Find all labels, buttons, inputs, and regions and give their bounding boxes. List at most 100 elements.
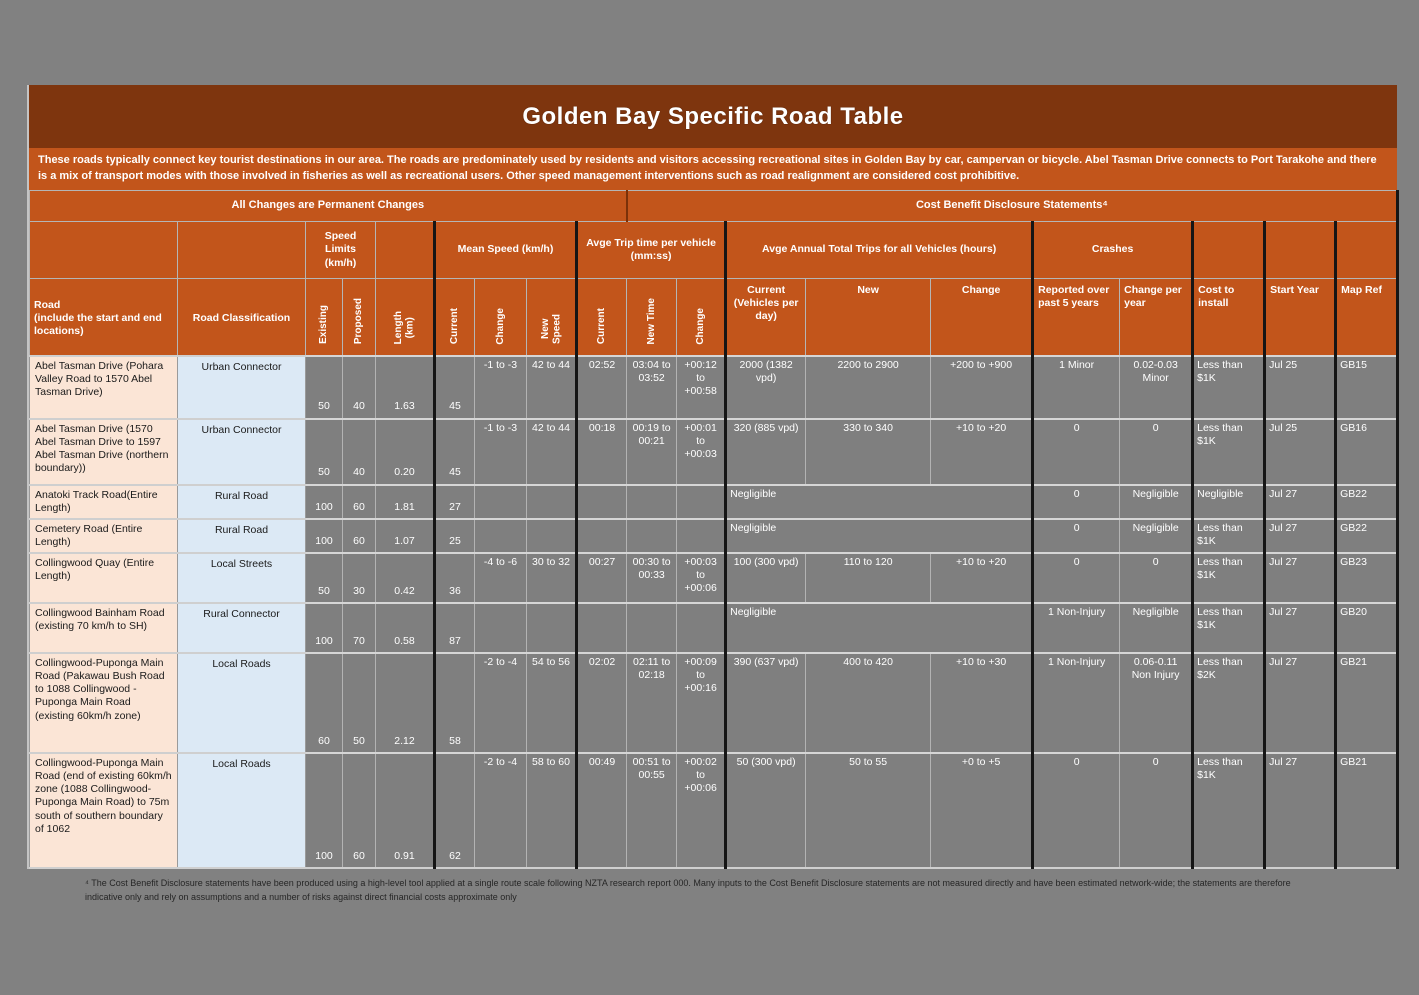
cell-trips-current: 100 (300 vpd) bbox=[724, 552, 807, 604]
cell-start-year: Jul 25 bbox=[1263, 354, 1337, 419]
cell-trips-change: +10 to +20 bbox=[930, 417, 1034, 485]
cell-proposed: 40 bbox=[342, 354, 376, 419]
cell-mean-speed-current: 27 bbox=[433, 483, 475, 520]
column-header-trip-current: Current bbox=[574, 278, 628, 356]
cell-trips-change: +0 to +5 bbox=[930, 752, 1034, 869]
cell-trip-current: 00:18 bbox=[574, 417, 628, 485]
cell-trips-new: 2200 to 2900 bbox=[805, 354, 932, 419]
group-header-blank-start-year bbox=[1263, 221, 1337, 279]
cell-crash-change: 0 bbox=[1119, 417, 1194, 485]
cell-new-time: 00:30 to 00:33 bbox=[626, 552, 678, 604]
column-header-road: Road (include the start and end location… bbox=[29, 278, 178, 356]
cell-proposed: 40 bbox=[342, 417, 376, 485]
cell-trips-new: 330 to 340 bbox=[805, 417, 932, 485]
footnote: ⁴ The Cost Benefit Disclosure statements… bbox=[85, 878, 1291, 903]
group-header-blank-map-ref bbox=[1334, 221, 1399, 279]
group-header-crashes: Crashes bbox=[1031, 221, 1194, 279]
cell-road: Cemetery Road (Entire Length) bbox=[29, 517, 178, 554]
cell-crash-reported: 1 Minor bbox=[1031, 354, 1121, 419]
cell-mean-speed-current: 36 bbox=[433, 552, 475, 604]
cell-crash-change: 0 bbox=[1119, 752, 1194, 869]
group-header-total-trips: Avge Annual Total Trips for all Vehicles… bbox=[724, 221, 1034, 279]
cell-trip-change: +00:02 to +00:06 bbox=[676, 752, 727, 869]
cell-length: 0.42 bbox=[375, 552, 435, 604]
cell-trips-new: 50 to 55 bbox=[805, 752, 932, 869]
column-header-trip-change-label: Change bbox=[694, 307, 706, 345]
cell-trip-change: +00:12 to +00:58 bbox=[676, 354, 727, 419]
cell-trips-change: +200 to +900 bbox=[930, 354, 1034, 419]
cell-map-ref: GB23 bbox=[1334, 552, 1399, 604]
table-row: Collingwood-Puponga Main Road (end of ex… bbox=[29, 752, 1399, 869]
cell-classification: Local Streets bbox=[177, 552, 306, 604]
cell-new-time bbox=[626, 602, 678, 654]
cell-road: Collingwood-Puponga Main Road (end of ex… bbox=[29, 752, 178, 869]
cell-start-year: Jul 27 bbox=[1263, 483, 1337, 520]
column-header-crash-reported: Reported over past 5 years bbox=[1031, 278, 1121, 356]
column-header-proposed: Proposed bbox=[342, 278, 376, 356]
cell-new-time: 02:11 to 02:18 bbox=[626, 652, 678, 754]
cell-length: 2.12 bbox=[375, 652, 435, 754]
cell-trips-negligible: Negligible bbox=[724, 517, 1034, 554]
cell-existing: 100 bbox=[305, 517, 343, 554]
column-header-new-speed: New Speed bbox=[526, 278, 577, 356]
cell-trips-current: 50 (300 vpd) bbox=[724, 752, 807, 869]
cell-trips-change: +10 to +20 bbox=[930, 552, 1034, 604]
cell-length: 1.07 bbox=[375, 517, 435, 554]
cell-new-speed bbox=[526, 483, 577, 520]
cell-classification: Rural Connector bbox=[177, 602, 306, 654]
cell-start-year: Jul 27 bbox=[1263, 602, 1337, 654]
cell-classification: Urban Connector bbox=[177, 354, 306, 419]
cell-classification: Local Roads bbox=[177, 652, 306, 754]
cell-crash-change: Negligible bbox=[1119, 483, 1194, 520]
cell-new-time: 00:19 to 00:21 bbox=[626, 417, 678, 485]
cell-trips-current: 320 (885 vpd) bbox=[724, 417, 807, 485]
column-header-mean-speed-change: Change bbox=[474, 278, 527, 356]
cell-start-year: Jul 27 bbox=[1263, 752, 1337, 869]
column-header-existing: Existing bbox=[305, 278, 343, 356]
cell-crash-change: 0 bbox=[1119, 552, 1194, 604]
group-header-blank-cost bbox=[1191, 221, 1266, 279]
cell-mean-speed-current: 25 bbox=[433, 517, 475, 554]
section-header-permanent-changes: All Changes are Permanent Changes bbox=[28, 190, 628, 222]
cell-existing: 100 bbox=[305, 483, 343, 520]
cell-mean-speed-change bbox=[474, 517, 527, 554]
column-header-proposed-label: Proposed bbox=[353, 298, 365, 345]
column-header-trips-new: New bbox=[805, 278, 932, 356]
column-header-mean-speed-change-label: Change bbox=[494, 307, 506, 345]
cell-start-year: Jul 25 bbox=[1263, 417, 1337, 485]
cell-trips-current: 2000 (1382 vpd) bbox=[724, 354, 807, 419]
column-header-row: Road (include the start and end location… bbox=[29, 278, 1399, 356]
cell-cost: Negligible bbox=[1191, 483, 1266, 520]
group-header-blank-road bbox=[29, 221, 178, 279]
group-header-trip-time: Avge Trip time per vehicle (mm:ss) bbox=[574, 221, 727, 279]
cell-trips-negligible: Negligible bbox=[724, 483, 1034, 520]
column-header-existing-label: Existing bbox=[318, 305, 330, 345]
column-header-new-speed-label: New Speed bbox=[539, 314, 563, 345]
cell-trip-change: +00:03 to +00:06 bbox=[676, 552, 727, 604]
cell-crash-change: 0.06-0.11 Non Injury bbox=[1119, 652, 1194, 754]
cell-trips-change: +10 to +30 bbox=[930, 652, 1034, 754]
cell-mean-speed-change: -2 to -4 bbox=[474, 652, 527, 754]
table-row: Collingwood Bainham Road (existing 70 km… bbox=[29, 602, 1399, 654]
cell-length: 1.81 bbox=[375, 483, 435, 520]
cell-proposed: 60 bbox=[342, 752, 376, 869]
cell-trip-current bbox=[574, 517, 628, 554]
cell-classification: Local Roads bbox=[177, 752, 306, 869]
cell-cost: Less than $1K bbox=[1191, 752, 1266, 869]
cell-new-speed: 42 to 44 bbox=[526, 354, 577, 419]
cell-road: Abel Tasman Drive (1570 Abel Tasman Driv… bbox=[29, 417, 178, 485]
cell-new-speed bbox=[526, 602, 577, 654]
cell-start-year: Jul 27 bbox=[1263, 652, 1337, 754]
column-header-trip-current-label: Current bbox=[596, 308, 608, 345]
table-row: Collingwood Quay (Entire Length) Local S… bbox=[29, 552, 1399, 604]
golden-bay-road-table: All Changes are Permanent Changes Cost B… bbox=[28, 190, 1400, 869]
cell-map-ref: GB22 bbox=[1334, 483, 1399, 520]
cell-crash-change: 0.02-0.03 Minor bbox=[1119, 354, 1194, 419]
cell-start-year: Jul 27 bbox=[1263, 552, 1337, 604]
cell-crash-reported: 0 bbox=[1031, 483, 1121, 520]
cell-mean-speed-current: 45 bbox=[433, 354, 475, 419]
cell-start-year: Jul 27 bbox=[1263, 517, 1337, 554]
cell-map-ref: GB16 bbox=[1334, 417, 1399, 485]
cell-proposed: 60 bbox=[342, 517, 376, 554]
cell-cost: Less than $1K bbox=[1191, 552, 1266, 604]
